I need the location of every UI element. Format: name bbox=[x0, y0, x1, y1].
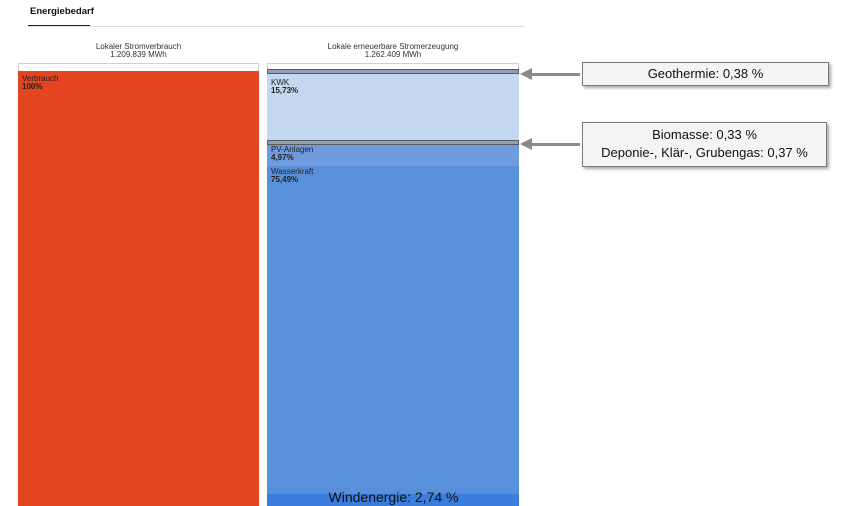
wasser-name: Wasserkraft bbox=[271, 166, 314, 176]
bar-pv-anlagen[interactable]: PV-Anlagen 4,97% bbox=[267, 144, 519, 166]
deponie-callout-text: Deponie-, Klär-, Grubengas: 0,37 % bbox=[601, 145, 808, 160]
wasser-percent: 75,49% bbox=[271, 174, 299, 184]
bar-biomasse-gas[interactable] bbox=[267, 140, 519, 146]
kwk-label: KWK 15,73% bbox=[271, 77, 299, 95]
geothermie-arrow-icon bbox=[520, 68, 532, 80]
bar-windenergie[interactable] bbox=[267, 494, 519, 506]
verbrauch-name: Verbrauch bbox=[22, 74, 59, 83]
generation-frame bbox=[267, 63, 519, 72]
bar-kwk[interactable]: KWK 15,73% bbox=[267, 72, 519, 142]
verbrauch-label: Verbrauch 100% bbox=[22, 75, 58, 91]
generation-title: Lokale erneuerbare Stromerzeugung bbox=[327, 42, 459, 51]
biomasse-arrow-line bbox=[530, 143, 580, 146]
verbrauch-percent: 100% bbox=[22, 82, 43, 91]
geothermie-arrow-line bbox=[530, 73, 580, 76]
wasser-label: Wasserkraft 75,49% bbox=[271, 166, 314, 184]
consumption-total: 1.209.839 MWh bbox=[110, 50, 167, 59]
consumption-title: Lokaler Stromverbrauch bbox=[95, 42, 182, 51]
bar-verbrauch[interactable]: Verbrauch 100% bbox=[18, 71, 259, 506]
biomasse-arrow-icon bbox=[520, 138, 532, 150]
biomasse-callout-text: Biomasse: 0,33 % bbox=[652, 127, 757, 142]
kwk-percent: 15,73% bbox=[271, 85, 299, 95]
tab-divider bbox=[28, 26, 524, 27]
geothermie-callout-text: Geothermie: 0,38 % bbox=[647, 66, 764, 81]
pv-label: PV-Anlagen 4,97% bbox=[271, 146, 313, 162]
kwk-name: KWK bbox=[271, 77, 290, 87]
pv-percent: 4,97% bbox=[271, 153, 294, 163]
generation-total: 1.262.409 MWh bbox=[364, 50, 422, 59]
consumption-header: Lokaler Stromverbrauch 1.209.839 MWh bbox=[18, 43, 259, 59]
generation-header: Lokale erneuerbare Stromerzeugung 1.262.… bbox=[267, 43, 519, 59]
bar-geothermie[interactable] bbox=[267, 69, 519, 75]
geothermie-callout: Geothermie: 0,38 % bbox=[582, 62, 829, 86]
bar-wasserkraft[interactable]: Wasserkraft 75,49% bbox=[267, 165, 519, 495]
tab-energiebedarf[interactable]: Energiebedarf bbox=[30, 6, 94, 17]
biomasse-callout: Biomasse: 0,33 % Deponie-, Klär-, Gruben… bbox=[582, 122, 827, 167]
windenergie-annotation: Windenergie: 2,74 % bbox=[328, 489, 459, 505]
consumption-frame bbox=[18, 63, 259, 72]
pv-name: PV-Anlagen bbox=[271, 145, 314, 155]
